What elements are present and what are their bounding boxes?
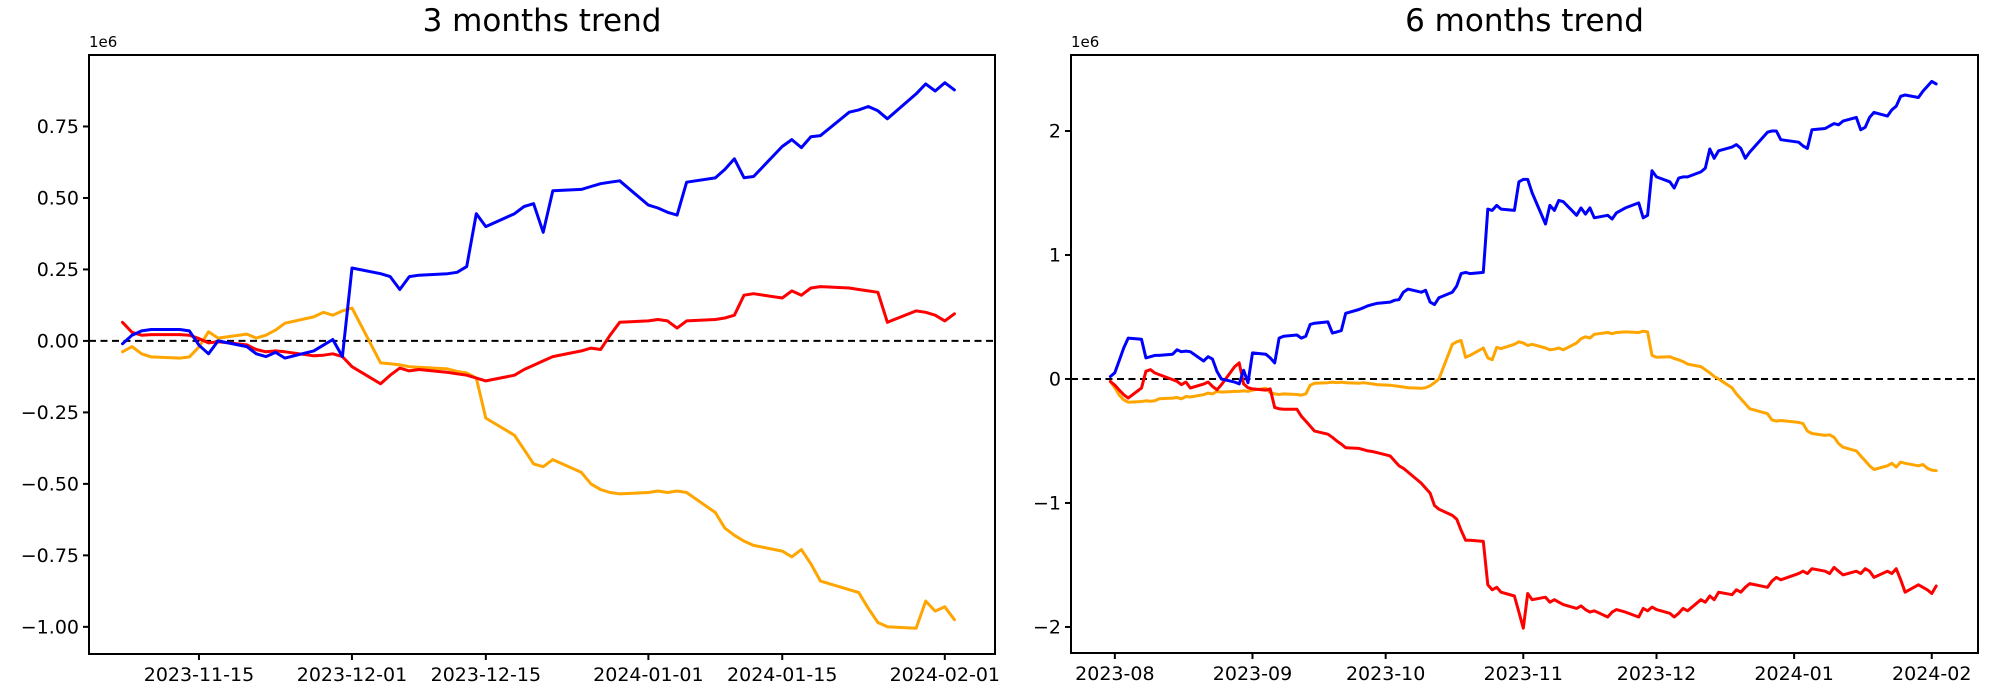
plot-area-3-months-trend: 2023-11-15 2023-12-01 2023-12-15 2024-01-01…: [21, 54, 1000, 686]
y-axis-multiplier-label-right: 1e6: [1071, 33, 1100, 51]
svg-text:0.00: 0.00: [37, 330, 79, 352]
svg-text:2024-02-01: 2024-02-01: [890, 664, 1000, 686]
svg-text:2023-11-15: 2023-11-15: [144, 664, 254, 686]
svg-text:2023-12: 2023-12: [1617, 663, 1696, 685]
svg-text:0.75: 0.75: [37, 116, 79, 138]
svg-text:−0.50: −0.50: [21, 473, 79, 495]
svg-text:−0.25: −0.25: [21, 402, 79, 424]
svg-text:2023-08: 2023-08: [1075, 663, 1154, 685]
svg-text:−1: −1: [1033, 492, 1061, 514]
svg-text:2024-02: 2024-02: [1892, 663, 1971, 685]
svg-text:0.50: 0.50: [37, 187, 79, 209]
svg-text:2024-01-15: 2024-01-15: [727, 664, 837, 686]
svg-text:−1.00: −1.00: [21, 616, 79, 638]
y-axis-multiplier-label-left: 1e6: [89, 33, 118, 51]
plot-area-6-months-trend: 2023-08 2023-09 2023-10 2023-11 2023-12 2024-…: [1033, 54, 1979, 685]
svg-text:2023-12-01: 2023-12-01: [297, 664, 407, 686]
svg-text:2023-10: 2023-10: [1346, 663, 1425, 685]
svg-text:2023-11: 2023-11: [1484, 663, 1563, 685]
svg-text:2023-09: 2023-09: [1213, 663, 1292, 685]
svg-text:−2: −2: [1033, 616, 1061, 638]
chart-title-6-months: 6 months trend: [1405, 3, 1644, 39]
chart-title-3-months: 3 months trend: [422, 3, 662, 39]
svg-text:2024-01-01: 2024-01-01: [593, 664, 703, 686]
svg-text:−0.75: −0.75: [21, 545, 79, 567]
svg-text:2023-12-15: 2023-12-15: [431, 664, 541, 686]
svg-text:0: 0: [1049, 368, 1061, 390]
svg-text:2: 2: [1049, 121, 1061, 143]
svg-text:1: 1: [1049, 244, 1061, 266]
svg-text:0.25: 0.25: [37, 259, 79, 281]
svg-text:2024-01: 2024-01: [1754, 663, 1833, 685]
